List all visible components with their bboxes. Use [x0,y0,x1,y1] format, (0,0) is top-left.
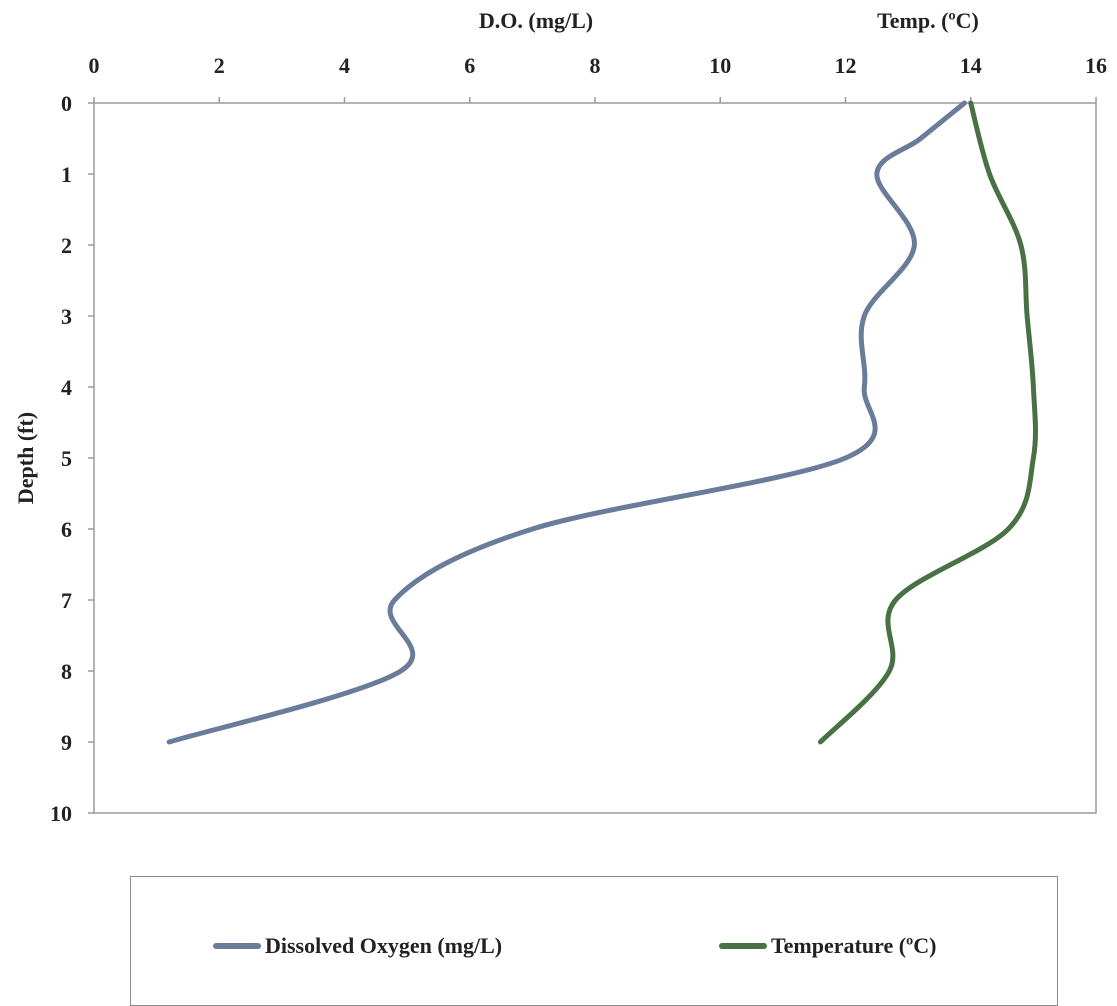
series-line-dissolved-oxygen [166,100,967,745]
x-tick-label: 8 [590,53,601,78]
x-tick-label: 6 [464,53,475,78]
legend-label-dissolved-oxygen: Dissolved Oxygen (mg/L) [265,933,503,958]
legend: Dissolved Oxygen (mg/L) Temperature (ºC) [130,876,1058,1006]
y-axis-title: Depth (ft) [13,411,38,505]
y-tick-label: 2 [61,233,72,258]
x-axis-ticks: 0 2 4 6 8 10 12 14 16 [89,53,1107,103]
x-tick-label: 0 [89,53,100,78]
y-axis-ticks: 0 1 2 3 4 5 6 7 8 9 10 [50,91,94,826]
x-tick-label: 14 [960,53,982,78]
series-group [166,100,1038,745]
y-tick-label: 10 [50,801,72,826]
y-tick-label: 1 [61,162,72,187]
y-tick-label: 5 [61,446,72,471]
legend-item-dissolved-oxygen: Dissolved Oxygen (mg/L) [213,933,502,959]
legend-swatch-temperature [719,943,767,949]
x-tick-label: 4 [339,53,350,78]
legend-label-temperature: Temperature (ºC) [771,933,937,958]
y-tick-label: 7 [61,588,72,613]
x-tick-label: 16 [1085,53,1107,78]
x-tick-label: 10 [709,53,731,78]
x-tick-label: 2 [214,53,225,78]
y-tick-label: 0 [61,91,72,116]
y-tick-label: 6 [61,517,72,542]
y-tick-label: 9 [61,730,72,755]
x-axis-title-temp: Temp. (ºC) [877,8,979,33]
x-tick-label: 12 [835,53,857,78]
x-axis-title-do: D.O. (mg/L) [478,8,594,33]
y-tick-label: 3 [61,304,72,329]
y-tick-label: 8 [61,659,72,684]
series-line-temperature [817,100,1038,745]
legend-item-temperature: Temperature (ºC) [719,933,937,959]
y-tick-label: 4 [61,375,72,400]
legend-swatch-dissolved-oxygen [213,943,261,949]
plot-area [93,102,1097,814]
